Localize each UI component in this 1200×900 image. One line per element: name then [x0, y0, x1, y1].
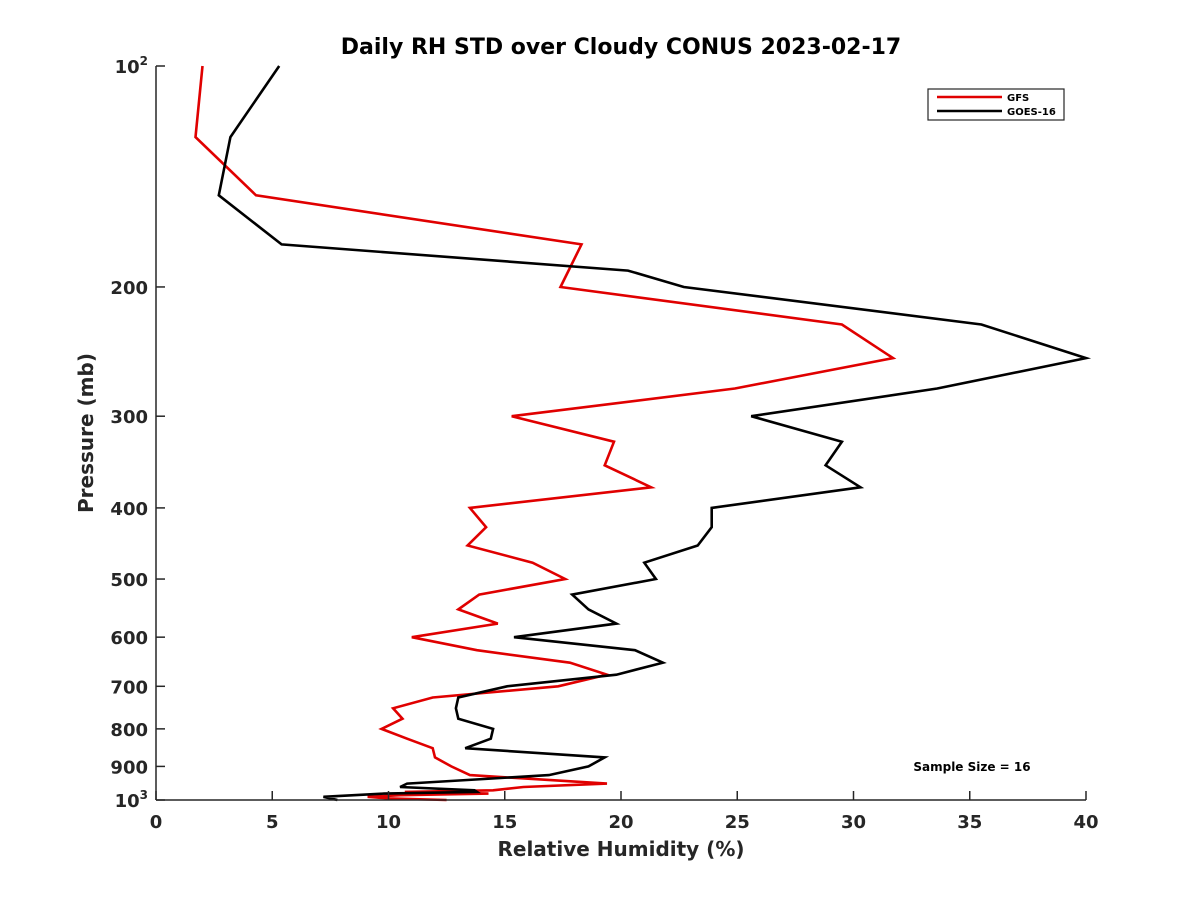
x-tick-label: 25: [725, 812, 750, 833]
legend-label-goes-16: GOES-16: [1007, 107, 1056, 118]
series-line-goes-16: [217, 65, 1092, 802]
y-tick-label: 900: [110, 757, 148, 778]
x-tick-label: 5: [266, 812, 279, 833]
series-line-gfs: [194, 65, 897, 802]
y-tick-label: 200: [110, 278, 148, 299]
sample-size-annotation: Sample Size = 16: [913, 760, 1030, 774]
y-tick-label: 500: [110, 570, 148, 591]
x-tick-label: 20: [608, 812, 633, 833]
y-tick-label: 300: [110, 407, 148, 428]
x-tick-label: 35: [957, 812, 982, 833]
legend: GFS GOES-16: [927, 88, 1065, 121]
x-tick-label: 10: [376, 812, 401, 833]
plot-lines: [194, 65, 1092, 802]
y-tick-label: 400: [110, 499, 148, 520]
y-axis-label: Pressure (mb): [74, 353, 98, 513]
x-axis-ticks: 0 5 10 15 20 25 30 35 40: [150, 791, 1099, 833]
legend-label-gfs: GFS: [1007, 93, 1029, 104]
x-axis-label: Relative Humidity (%): [497, 837, 744, 861]
y-tick-label: 800: [110, 720, 148, 741]
legend-box: [927, 88, 1065, 121]
x-tick-label: 40: [1073, 812, 1098, 833]
x-tick-label: 0: [150, 812, 163, 833]
y-tick-label: 600: [110, 628, 148, 649]
x-tick-label: 15: [492, 812, 517, 833]
y-tick-label: 700: [110, 677, 148, 698]
chart-title: Daily RH STD over Cloudy CONUS 2023-02-1…: [341, 35, 901, 60]
x-tick-label: 30: [841, 812, 866, 833]
